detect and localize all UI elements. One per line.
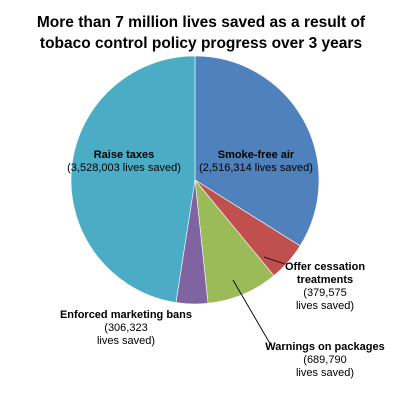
- slice-smoke-free-air: [194, 55, 320, 247]
- slice-label-enforced-marketing-bans-line-1: (306,323: [104, 322, 147, 334]
- slice-label-smoke-free-air-line-0: Smoke-free air: [218, 149, 295, 161]
- slice-label-offer-cessation-treatments-line-3: lives saved): [296, 300, 354, 312]
- slice-label-warnings-on-packages-line-2: lives saved): [296, 367, 354, 379]
- slice-label-raise-taxes-line-0: Raise taxes: [94, 149, 155, 161]
- slice-label-warnings-on-packages-line-0: Warnings on packages: [265, 341, 384, 353]
- slice-label-enforced-marketing-bans-line-0: Enforced marketing bans: [60, 309, 192, 321]
- slice-label-raise-taxes-line-1: (3,528,003 lives saved): [67, 162, 181, 174]
- slice-label-offer-cessation-treatments-line-0: Offer cessation: [285, 261, 365, 273]
- chart-title-line-1: More than 7 million lives saved as a res…: [37, 14, 366, 31]
- pie-slices: [70, 55, 320, 305]
- slice-label-offer-cessation-treatments-line-1: treatments: [297, 274, 353, 286]
- slice-label-offer-cessation-treatments-line-2: (379,575: [303, 287, 346, 299]
- slice-label-smoke-free-air-line-1: (2,516,314 lives saved): [199, 162, 313, 174]
- leader-line-warnings-on-packages: [232, 279, 273, 348]
- slice-label-warnings-on-packages-line-1: (689,790: [303, 354, 346, 366]
- leader-line-offer-cessation-treatments: [263, 256, 286, 265]
- slice-label-enforced-marketing-bans-line-2: lives saved): [97, 335, 155, 347]
- slice-labels: Smoke-free air(2,516,314 lives saved) Off…: [60, 149, 385, 379]
- chart-title-line-2: tobaco control policy progress over 3 ye…: [40, 35, 362, 52]
- leader-lines: [232, 256, 286, 348]
- slice-raise-taxes: [70, 55, 196, 303]
